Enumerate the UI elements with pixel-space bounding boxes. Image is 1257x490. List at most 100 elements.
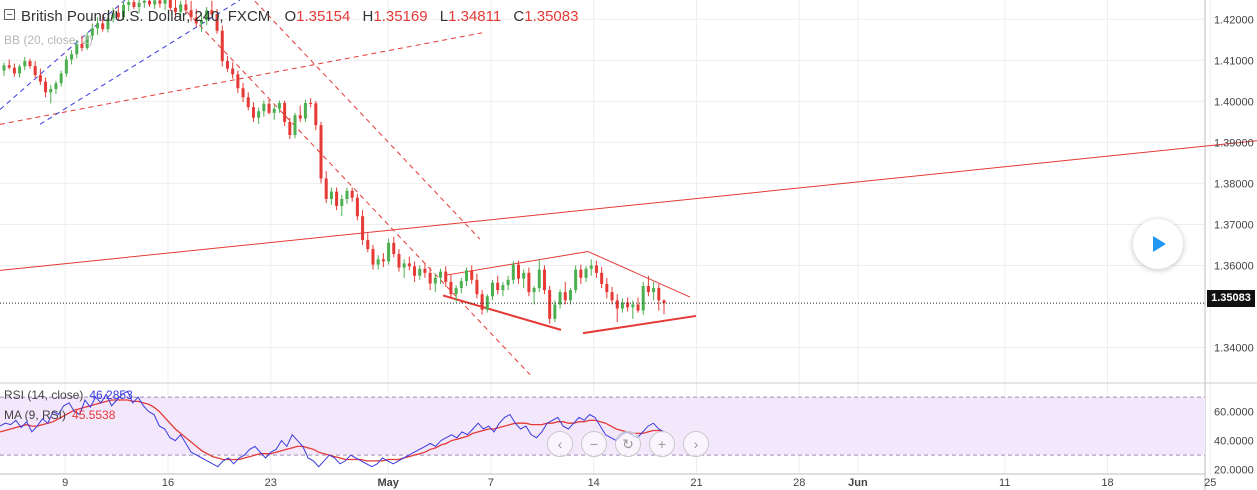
candle [387, 238, 391, 265]
candle [122, 1, 126, 21]
candle [246, 92, 250, 111]
rsi-tick-label: 60.0000 [1214, 407, 1254, 419]
candle [620, 298, 624, 313]
candle [158, 0, 162, 8]
candle [470, 265, 474, 284]
candle [355, 193, 359, 221]
bollinger-legend[interactable]: BB (20, close, 2) [4, 33, 93, 47]
trendline [442, 294, 562, 331]
collapse-icon[interactable] [4, 9, 15, 20]
candle [542, 265, 546, 295]
rsi-line [0, 390, 665, 468]
candle [184, 0, 188, 14]
trendline [254, 0, 481, 240]
candle [501, 281, 505, 297]
candle [241, 82, 245, 103]
candles [2, 0, 666, 324]
candle [371, 244, 375, 270]
price-axis[interactable]: 1.42000 1.41000 1.40000 1.39000 1.38000 1.370… [1214, 14, 1254, 354]
symbol-legend: British Pound/U.S. Dollar, 240, FXCM O1.… [4, 8, 578, 25]
plus-icon[interactable]: + [649, 431, 675, 457]
candle [64, 56, 68, 77]
candle [96, 17, 100, 35]
candle [496, 275, 500, 295]
candle [70, 50, 74, 65]
candle [163, 0, 167, 11]
candle [236, 70, 240, 94]
time-tick-label: 16 [162, 477, 174, 489]
rsi-legend[interactable]: RSI (14, close) 46.2853 [4, 388, 133, 402]
candle [568, 288, 572, 305]
candle [80, 35, 84, 52]
rsi-tick-label: 40.0000 [1214, 436, 1254, 448]
close-label: C [513, 8, 525, 25]
ma-line [0, 399, 665, 462]
candle [428, 267, 432, 291]
candle [537, 259, 541, 293]
candle [59, 70, 63, 87]
ma-legend[interactable]: MA (9, RSI) 45.5538 [4, 408, 115, 422]
candle [329, 187, 333, 205]
time-tick-label: 7 [488, 477, 494, 489]
trendline [587, 251, 691, 298]
candle [444, 266, 448, 287]
candle [194, 9, 198, 27]
candle [257, 107, 261, 124]
candle [85, 32, 89, 51]
current-price-tag: 1.35083 [1207, 290, 1255, 307]
candle [646, 275, 650, 297]
candle [589, 259, 593, 276]
time-axis[interactable]: 9 16 23 May 7 14 21 28 Jun 11 18 25 [62, 477, 1216, 489]
candle [231, 62, 235, 79]
chevron-left-icon[interactable]: ‹ [547, 431, 573, 457]
price-tick-label: 1.40000 [1214, 96, 1254, 108]
open-value: 1.35154 [296, 8, 351, 25]
candle [652, 281, 656, 301]
candle [262, 100, 266, 117]
trendline [582, 314, 697, 335]
candle [38, 68, 42, 85]
candle [574, 265, 578, 294]
candle [75, 39, 79, 59]
candle [277, 100, 281, 113]
candle [610, 286, 614, 305]
candle [522, 269, 526, 289]
candle [210, 0, 214, 17]
play-icon[interactable] [1133, 219, 1183, 269]
candle [127, 0, 131, 12]
candle [413, 261, 417, 282]
time-tick-label: 23 [265, 477, 277, 489]
candle [511, 261, 515, 284]
candle [189, 0, 193, 22]
candle [491, 279, 495, 301]
trendlines [0, 0, 1257, 375]
candle [283, 100, 287, 126]
price-tick-label: 1.38000 [1214, 178, 1254, 190]
chevron-right-icon[interactable]: › [683, 431, 709, 457]
low-label: L [439, 8, 449, 25]
candle [298, 105, 302, 122]
price-tick-label: 1.41000 [1214, 55, 1254, 67]
high-value: 1.35169 [373, 8, 428, 25]
candle [168, 0, 172, 12]
price-tick-label: 1.42000 [1214, 14, 1254, 26]
ma-value: 45.5538 [72, 408, 116, 422]
close-value: 1.35083 [524, 8, 579, 25]
candle [205, 6, 209, 26]
candle [579, 264, 583, 284]
candle [173, 0, 177, 18]
candle [220, 25, 224, 67]
candle [516, 260, 520, 284]
candle [251, 102, 255, 122]
high-label: H [362, 8, 374, 25]
minus-icon[interactable]: − [581, 431, 607, 457]
candle [641, 281, 645, 315]
time-tick-label: 9 [62, 477, 68, 489]
candle [475, 273, 479, 299]
candle [657, 283, 661, 311]
candle [215, 9, 219, 34]
reset-icon[interactable]: ↻ [615, 431, 641, 457]
candle [381, 253, 385, 268]
time-tick-label: 21 [690, 477, 702, 489]
